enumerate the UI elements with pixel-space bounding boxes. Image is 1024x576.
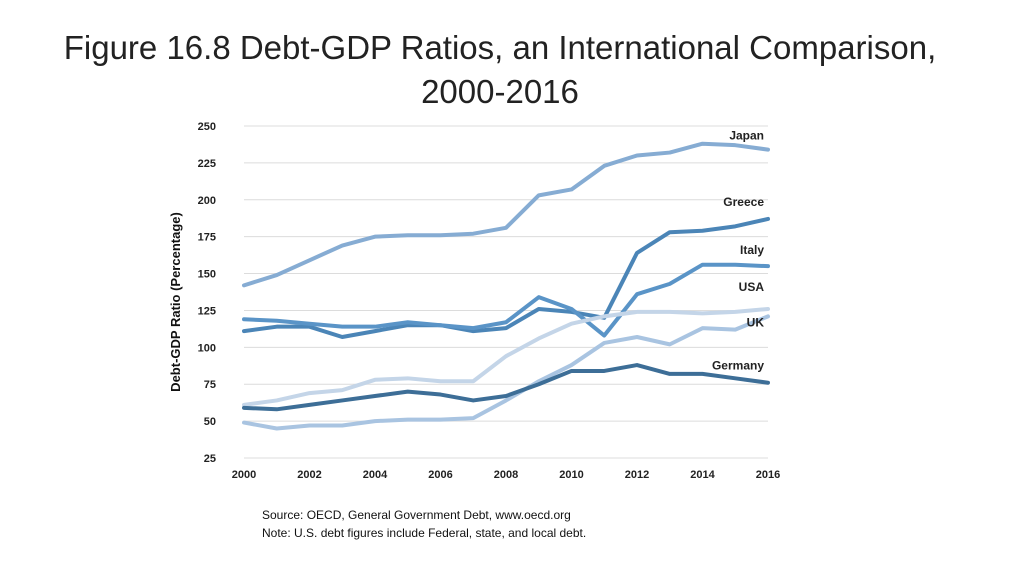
series-line-uk: [242, 314, 770, 431]
y-tick-label: 125: [198, 305, 216, 317]
title-line-2: 2000-2016: [421, 73, 579, 110]
series-label-uk: UK: [747, 315, 765, 329]
y-tick-label: 25: [204, 453, 216, 465]
x-tick-label: 2010: [559, 469, 583, 481]
series-line-greece: [242, 216, 770, 340]
series-line-usa: [242, 306, 770, 407]
y-tick-label: 175: [198, 232, 216, 244]
series-line-italy: [242, 262, 770, 338]
series-label-japan: Japan: [729, 129, 764, 143]
series-label-germany: Germany: [712, 359, 764, 373]
x-tick-label: 2002: [297, 469, 321, 481]
series-label-greece: Greece: [723, 195, 764, 209]
series-label-usa: USA: [739, 280, 765, 294]
x-tick-label: 2014: [690, 469, 715, 481]
y-tick-label: 50: [204, 416, 216, 428]
x-tick-label: 2016: [756, 469, 780, 481]
y-tick-label: 150: [198, 269, 216, 281]
slide-title: Figure 16.8 Debt-GDP Ratios, an Internat…: [0, 26, 1000, 114]
series-lines: [242, 141, 770, 431]
x-tick-label: 2004: [363, 469, 388, 481]
y-tick-label: 75: [204, 379, 216, 391]
series-label-italy: Italy: [740, 243, 764, 257]
x-tick-label: 2012: [625, 469, 649, 481]
y-tick-label: 225: [198, 158, 216, 170]
y-axis-ticks: 25 50 75 100 125 150 175 200 225 250: [198, 121, 216, 465]
gridlines: [244, 125, 768, 459]
x-tick-label: 2008: [494, 469, 518, 481]
x-tick-label: 2000: [232, 469, 256, 481]
debt-gdp-line-chart: 25 50 75 100 125 150 175 200 225 250 2000 2002 2004…: [168, 121, 780, 481]
footnote: Note: U.S. debt figures include Federal,…: [262, 526, 587, 540]
series-line-japan: [242, 141, 770, 288]
chart-notes: Source: OECD, General Government Debt, w…: [262, 506, 586, 542]
series-labels: Japan Greece Italy USA UK Germany: [712, 129, 764, 373]
source-note: Source: OECD, General Government Debt, w…: [262, 508, 571, 522]
x-axis-ticks: 2000 2002 2004 2006 2008 2010 2012 2014 2016: [232, 469, 780, 481]
y-axis-title: Debt-GDP Ratio (Percentage): [168, 212, 183, 392]
title-line-1: Figure 16.8 Debt-GDP Ratios, an Internat…: [63, 29, 937, 66]
y-tick-label: 250: [198, 121, 216, 133]
y-tick-label: 200: [198, 195, 216, 207]
series-line-germany: [242, 363, 770, 412]
y-tick-label: 100: [198, 342, 216, 354]
x-tick-label: 2006: [428, 469, 452, 481]
